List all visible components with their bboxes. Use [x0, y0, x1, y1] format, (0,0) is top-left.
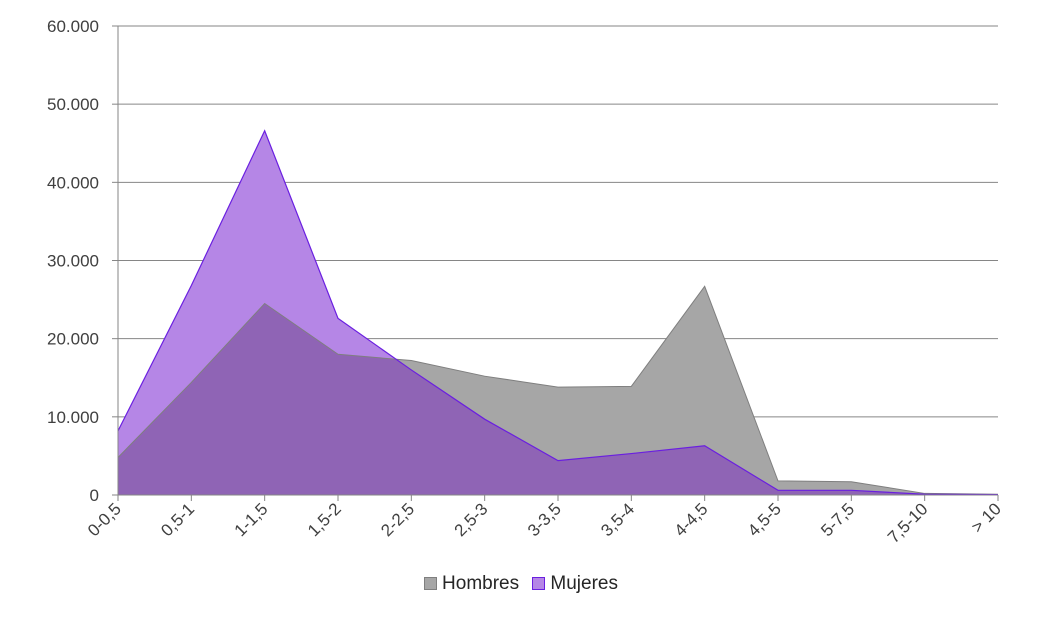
x-tick-label: > 10: [968, 499, 1005, 536]
y-tick-label: 10.000: [47, 408, 99, 427]
x-tick-label: 2-2,5: [377, 499, 418, 540]
series-line-hombres: [117, 285, 999, 495]
x-tick-label: 2,5-3: [451, 499, 492, 540]
legend-label-hombres: Hombres: [442, 573, 520, 594]
legend-label-mujeres: Mujeres: [550, 573, 618, 594]
plot-areas: [117, 129, 999, 496]
x-tick-label: 1-1,5: [231, 499, 272, 540]
legend-swatch-hombres: [424, 577, 438, 590]
legend-item-hombres: Hombres: [424, 573, 519, 595]
x-tick-label: 0-0,5: [84, 499, 125, 540]
y-tick-label: 30.000: [47, 252, 99, 271]
axes: [112, 25, 999, 501]
x-tick-label: 5-7,5: [817, 499, 858, 540]
y-tick-label: 50.000: [47, 95, 99, 114]
x-tick-label: 1,5-2: [304, 499, 345, 540]
legend-item-mujeres: Mujeres: [532, 573, 618, 595]
x-tick-label: 4-4,5: [671, 499, 712, 540]
y-tick-label: 20.000: [47, 330, 99, 349]
y-tick-label: 0: [90, 486, 99, 505]
x-axis-tick-labels: 0-0,5 0,5-1 1-1,5 1,5-2 2-2,5 2,5-3 3-3,5 3,5-4…: [84, 499, 1005, 547]
legend-swatch-mujeres: [532, 577, 546, 590]
y-tick-label: 60.000: [47, 17, 99, 36]
y-tick-label: 40.000: [47, 173, 99, 192]
x-tick-label: 3,5-4: [597, 499, 638, 540]
x-tick-label: 4,5-5: [744, 499, 785, 540]
y-axis-tick-labels: 0 10.000 20.000 30.000 40.000 50.000 60.000: [47, 17, 99, 505]
x-tick-label: 3-3,5: [524, 499, 565, 540]
legend: Hombres Mujeres: [0, 573, 1042, 595]
x-tick-label: 7,5-10: [884, 499, 932, 547]
x-tick-label: 0,5-1: [157, 499, 198, 540]
series-line-mujeres: [117, 129, 999, 496]
